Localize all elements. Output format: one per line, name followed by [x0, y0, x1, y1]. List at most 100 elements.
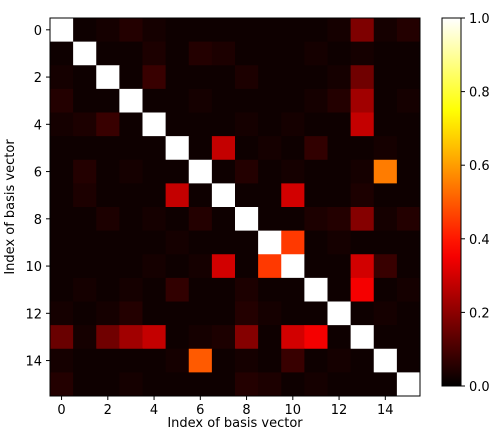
heatmap-cell — [73, 41, 97, 66]
heatmap-cell — [165, 207, 190, 232]
heatmap-cell — [188, 65, 213, 90]
heatmap-cell — [373, 301, 398, 326]
heatmap-cell — [50, 277, 74, 302]
heatmap-cell — [350, 136, 375, 161]
heatmap-cell — [119, 183, 143, 208]
colorbar-ticks: 0.0 0.2 0.4 0.6 0.8 1.0 — [461, 12, 490, 395]
heatmap-cell — [165, 136, 190, 161]
heatmap-cell — [188, 88, 213, 113]
heatmap-cell — [350, 230, 375, 255]
heatmap-cell — [96, 301, 120, 326]
heatmap-cell — [327, 230, 352, 255]
heatmap-cell — [327, 207, 352, 232]
heatmap-cell — [350, 88, 375, 113]
heatmap-cell — [119, 348, 143, 373]
heatmap-cell — [350, 18, 375, 43]
heatmap-cell — [50, 159, 74, 184]
heatmap-cell — [350, 207, 375, 232]
heatmap-cell — [165, 230, 190, 255]
heatmap-cell — [119, 159, 143, 184]
heatmap-cell — [327, 136, 352, 161]
heatmap-cell — [165, 372, 190, 397]
heatmap-cell — [142, 112, 167, 137]
heatmap-cell — [73, 207, 97, 232]
heatmap-cell — [235, 230, 259, 255]
heatmap-cell — [142, 277, 167, 302]
heatmap-cell — [188, 277, 213, 302]
heatmap-cell — [50, 230, 74, 255]
heatmap-cell — [142, 230, 167, 255]
heatmap-cell — [188, 230, 213, 255]
heatmap-cell — [73, 112, 97, 137]
heatmap-cell — [327, 18, 352, 43]
heatmap-cell — [119, 207, 143, 232]
heatmap-cells — [50, 18, 421, 397]
heatmap-cell — [350, 65, 375, 90]
heatmap-cell — [142, 348, 167, 373]
plot-frame — [49, 17, 421, 397]
heatmap-cell — [73, 183, 97, 208]
heatmap-cell — [50, 18, 74, 43]
heatmap-cell — [96, 136, 120, 161]
heatmap-cell — [119, 18, 143, 43]
heatmap-cell — [188, 112, 213, 137]
heatmap-cell — [188, 136, 213, 161]
heatmap-cell — [165, 65, 190, 90]
heatmap-cell — [119, 230, 143, 255]
heatmap-cell — [373, 348, 398, 373]
y-tick-label: 12 — [25, 307, 42, 322]
heatmap-cell — [396, 277, 421, 302]
heatmap-cell — [281, 254, 305, 279]
x-tick-label: 12 — [331, 403, 348, 418]
heatmap-cell — [235, 159, 259, 184]
heatmap-cell — [304, 372, 328, 397]
x-tick-label: 2 — [104, 403, 112, 418]
heatmap-cell — [258, 112, 282, 137]
heatmap-cell — [50, 65, 74, 90]
x-tick-label: 6 — [196, 403, 204, 418]
heatmap-cell — [142, 18, 167, 43]
heatmap-cell — [350, 159, 375, 184]
heatmap-cell — [327, 41, 352, 66]
heatmap-cell — [165, 254, 190, 279]
heatmap-cell — [211, 18, 236, 43]
heatmap-cell — [165, 159, 190, 184]
heatmap-cell — [73, 325, 97, 350]
heatmap-cell — [96, 372, 120, 397]
heatmap-cell — [373, 159, 398, 184]
heatmap-cell — [350, 41, 375, 66]
heatmap-cell — [373, 277, 398, 302]
heatmap-cell — [211, 41, 236, 66]
heatmap-cell — [96, 41, 120, 66]
heatmap-cell — [327, 301, 352, 326]
heatmap-cell — [396, 183, 421, 208]
heatmap-cell — [142, 88, 167, 113]
heatmap-cell — [165, 183, 190, 208]
heatmap-cell — [258, 325, 282, 350]
x-tick-label: 4 — [150, 403, 158, 418]
heatmap-cell — [281, 183, 305, 208]
heatmap-cell — [142, 254, 167, 279]
x-tick-label: 0 — [57, 403, 65, 418]
heatmap-cell — [96, 112, 120, 137]
heatmap-cell — [281, 159, 305, 184]
heatmap-cell — [281, 41, 305, 66]
y-tick-label: 0 — [34, 24, 42, 39]
heatmap-cell — [235, 325, 259, 350]
heatmap-cell — [235, 207, 259, 232]
heatmap-cell — [304, 41, 328, 66]
heatmap-cell — [165, 348, 190, 373]
y-axis-label: Index of basis vector — [3, 139, 18, 275]
heatmap-cell — [188, 325, 213, 350]
heatmap-cell — [396, 348, 421, 373]
heatmap-cell — [373, 18, 398, 43]
heatmap-cell — [96, 207, 120, 232]
heatmap-cell — [211, 254, 236, 279]
colorbar-tick-label: 0.2 — [469, 306, 490, 321]
heatmap-cell — [50, 183, 74, 208]
heatmap-cell — [119, 65, 143, 90]
heatmap-cell — [235, 88, 259, 113]
heatmap-cell — [304, 348, 328, 373]
heatmap-cell — [73, 372, 97, 397]
